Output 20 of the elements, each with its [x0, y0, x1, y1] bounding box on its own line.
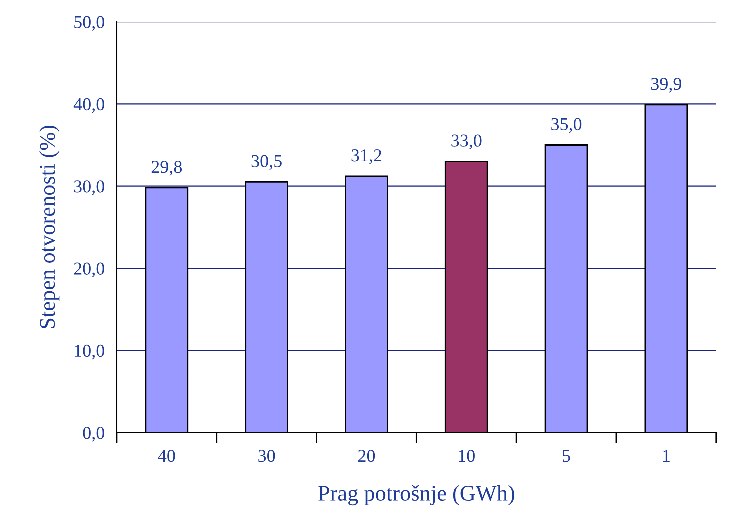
data-label: 39,9	[651, 78, 682, 93]
data-label: 29,8	[152, 161, 182, 176]
y-tick-label: 20,0	[74, 262, 104, 278]
data-label: 33,0	[452, 134, 482, 150]
x-tick-label: 20	[358, 450, 376, 462]
y-tick-label: 0,0	[83, 427, 104, 442]
x-tick-label: 5	[563, 450, 570, 462]
data-label: 31,2	[352, 150, 382, 164]
y-axis-title: Stepen otvorenosti (%)	[40, 126, 60, 328]
x-axis-title: Prag potrošnje (GWh)	[318, 485, 514, 506]
y-tick-label: 50,0	[74, 16, 104, 32]
x-tick-label: 1	[664, 450, 670, 462]
y-tick-label: 40,0	[74, 98, 104, 114]
x-tick-label: 30	[258, 450, 276, 462]
x-tick-label: 40	[158, 450, 176, 462]
y-tick-label: 10,0	[75, 344, 104, 360]
data-label: 35,0	[552, 118, 582, 134]
data-label: 30,5	[252, 155, 282, 170]
x-tick-label: 10	[459, 450, 475, 462]
y-tick-label: 30,0	[74, 180, 104, 196]
